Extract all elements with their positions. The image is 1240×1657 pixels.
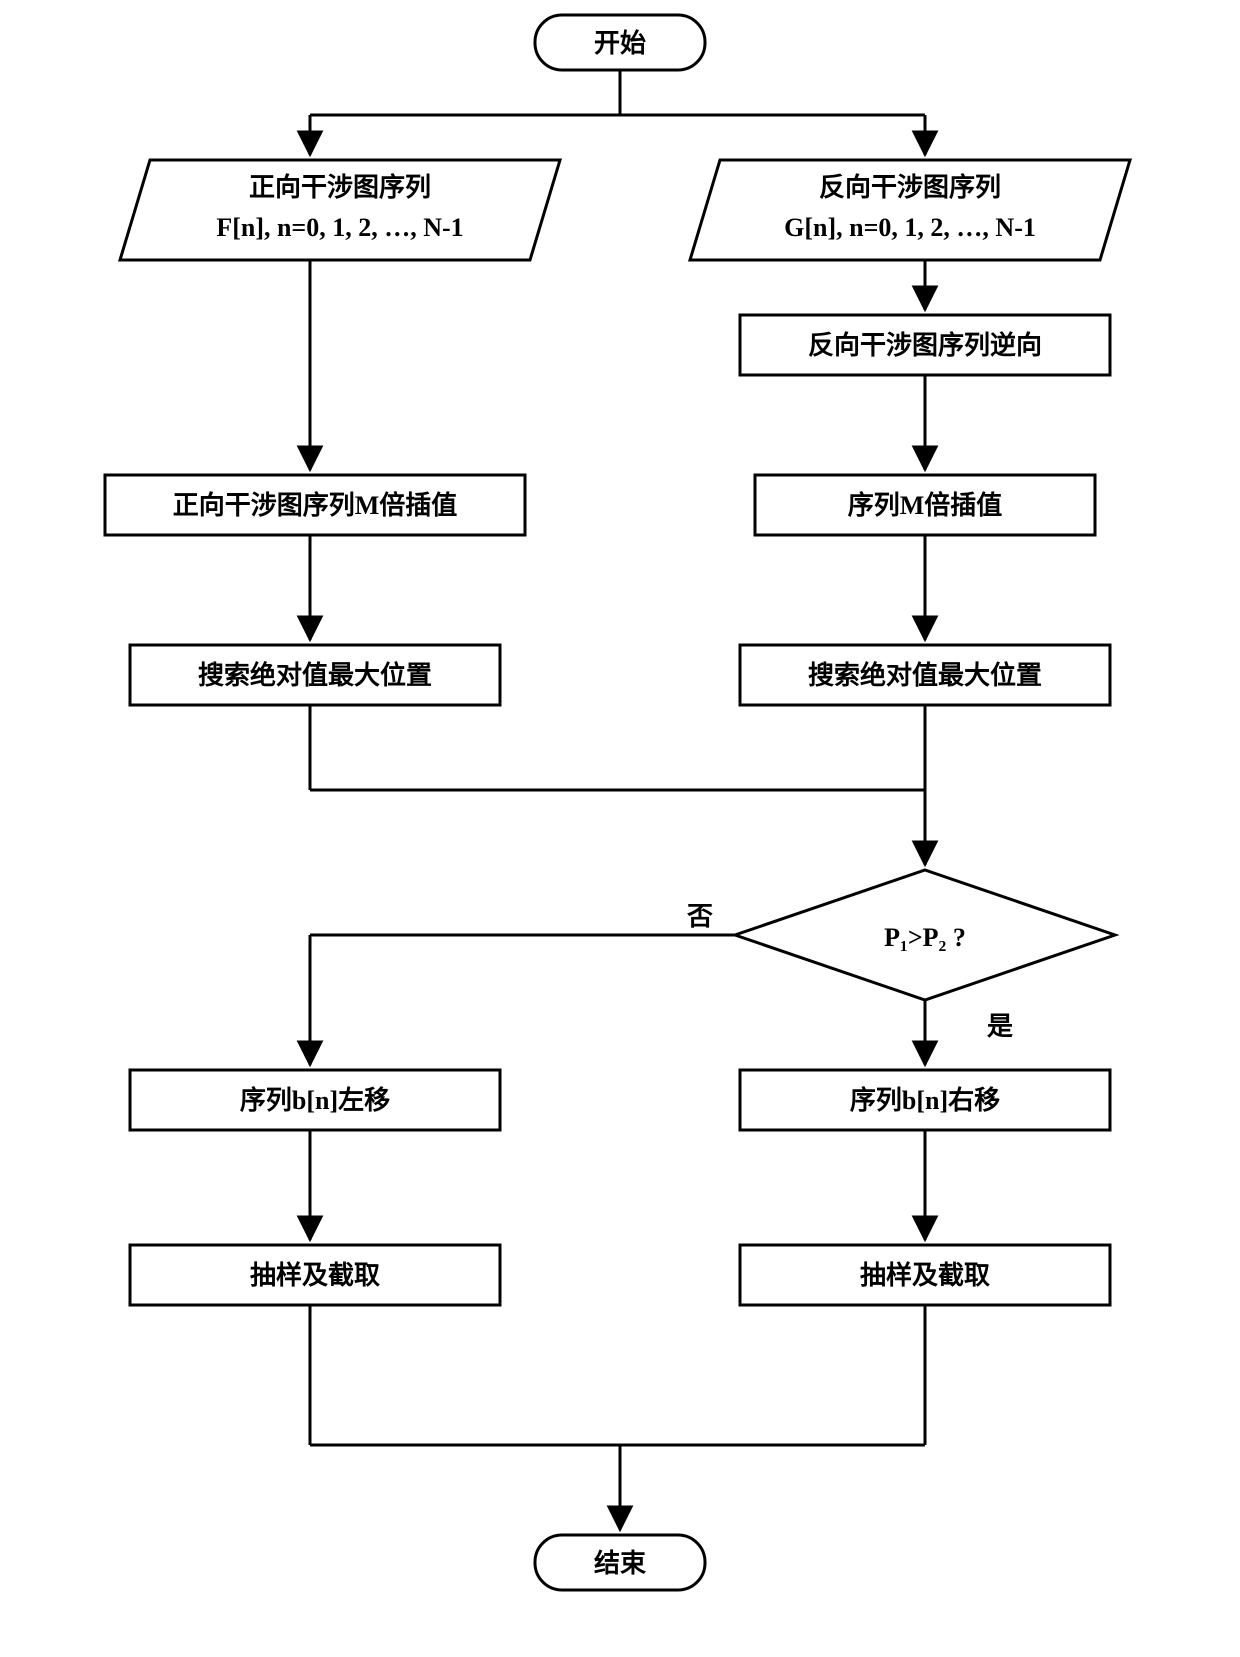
decision-node: P₁>P₂ ? xyxy=(735,870,1115,1000)
reverse-g-node: 反向干涉图序列逆向 xyxy=(740,315,1110,375)
end-label: 结束 xyxy=(594,1548,647,1578)
input-f-line2: F[n], n=0, 1, 2, …, N-1 xyxy=(216,213,463,242)
shift-right-label: 序列b[n]右移 xyxy=(850,1085,1000,1115)
input-f-node: 正向干涉图序列 F[n], n=0, 1, 2, …, N-1 xyxy=(120,160,560,260)
edge-yes-label: 是 xyxy=(987,1012,1013,1041)
search-g-label: 搜索绝对值最大位置 xyxy=(808,660,1042,690)
start-node: 开始 xyxy=(535,15,705,70)
start-label: 开始 xyxy=(594,29,646,58)
shift-left-node: 序列b[n]左移 xyxy=(130,1070,500,1130)
shift-right-node: 序列b[n]右移 xyxy=(740,1070,1110,1130)
reverse-g-label: 反向干涉图序列逆向 xyxy=(808,330,1042,360)
sample-left-node: 抽样及截取 xyxy=(130,1245,500,1305)
decision-label: P₁>P₂ ? xyxy=(884,923,966,952)
interp-f-node: 正向干涉图序列M倍插值 xyxy=(105,475,525,535)
interp-f-label: 正向干涉图序列M倍插值 xyxy=(173,490,458,520)
interp-g-node: 序列M倍插值 xyxy=(755,475,1095,535)
search-f-node: 搜索绝对值最大位置 xyxy=(130,645,500,705)
search-f-label: 搜索绝对值最大位置 xyxy=(198,660,432,690)
input-g-node: 反向干涉图序列 G[n], n=0, 1, 2, …, N-1 xyxy=(690,160,1130,260)
search-g-node: 搜索绝对值最大位置 xyxy=(740,645,1110,705)
sample-left-label: 抽样及截取 xyxy=(250,1260,380,1290)
input-g-line1: 反向干涉图序列 xyxy=(819,172,1001,202)
input-f-line1: 正向干涉图序列 xyxy=(249,172,431,202)
sample-right-label: 抽样及截取 xyxy=(860,1260,990,1290)
shift-left-label: 序列b[n]左移 xyxy=(240,1085,390,1115)
sample-right-node: 抽样及截取 xyxy=(740,1245,1110,1305)
end-node: 结束 xyxy=(535,1535,705,1590)
edge-no-label: 否 xyxy=(687,902,713,931)
input-g-line2: G[n], n=0, 1, 2, …, N-1 xyxy=(784,213,1036,242)
flowchart-canvas: 开始 正向干涉图序列 F[n], n=0, 1, 2, …, N-1 反向干涉图… xyxy=(0,0,1240,1657)
interp-g-label: 序列M倍插值 xyxy=(848,490,1003,520)
